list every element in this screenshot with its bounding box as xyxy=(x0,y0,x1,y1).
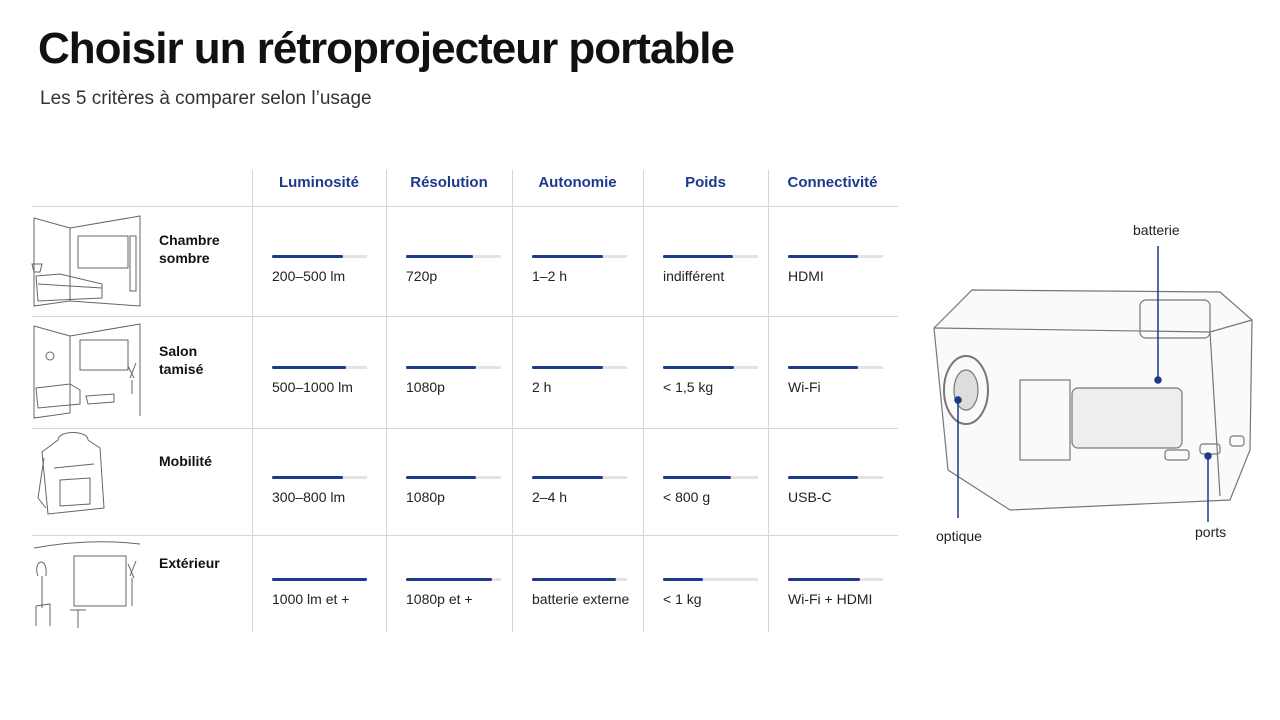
level-bar xyxy=(272,577,367,581)
subtitle: Les 5 critères à comparer selon l’usage xyxy=(40,88,372,109)
port xyxy=(1229,435,1245,447)
column-header: Résolution xyxy=(410,174,488,191)
level-track xyxy=(272,366,367,369)
level-track xyxy=(788,475,883,479)
bedroom-icon xyxy=(31,215,141,307)
outdoor-icon xyxy=(33,541,141,628)
backpack-icon xyxy=(37,432,105,515)
projector-lens xyxy=(943,355,989,425)
row-divider xyxy=(32,206,898,207)
cell-text: 500–1000 lm xyxy=(272,379,353,395)
row-divider xyxy=(32,535,898,536)
cell-text: 1–2 h xyxy=(532,268,568,284)
cell-text: indifférent xyxy=(663,268,725,284)
level-track xyxy=(663,366,758,369)
cell-text: 300–800 lm xyxy=(272,488,346,505)
level-bar xyxy=(272,255,344,258)
level-bar xyxy=(788,366,859,369)
livingroom-icon xyxy=(33,323,141,419)
level-track xyxy=(406,577,501,581)
cell-text: 720p xyxy=(406,268,438,284)
projector-board xyxy=(1019,379,1071,461)
level-bar xyxy=(532,475,604,479)
level-track xyxy=(663,475,758,479)
level-track xyxy=(788,577,883,581)
column-divider xyxy=(386,170,387,632)
cell-text: Wi-Fi xyxy=(788,379,821,395)
column-header: Luminosité xyxy=(278,174,359,191)
level-bar xyxy=(788,475,859,479)
callout-lines xyxy=(954,246,1212,522)
level-track xyxy=(788,366,883,369)
level-track xyxy=(663,577,758,581)
row-divider xyxy=(32,316,898,317)
cell-text: Wi-Fi + HDMI xyxy=(788,590,873,607)
row-label: Salon tamisé xyxy=(159,343,204,377)
level-track xyxy=(663,255,758,258)
level-track xyxy=(532,255,627,258)
column-divider xyxy=(768,170,769,632)
cell-text: 200–500 lm xyxy=(272,268,346,284)
level-bar xyxy=(406,255,473,258)
column-header: Connectivité xyxy=(787,174,878,191)
level-bar xyxy=(663,577,703,581)
level-track xyxy=(532,577,627,581)
callout-label: batterie xyxy=(1133,222,1180,238)
level-bar xyxy=(532,366,604,369)
level-track xyxy=(532,475,627,479)
level-bar xyxy=(788,577,861,581)
level-bar xyxy=(272,366,347,369)
level-bar xyxy=(788,255,859,258)
row-label: Mobilité xyxy=(159,452,212,469)
row-label: Chambre sombre xyxy=(159,232,220,266)
cell-text: 1000 lm et + xyxy=(272,590,350,607)
level-track xyxy=(406,255,501,258)
cell-text: < 1,5 kg xyxy=(663,379,714,395)
column-header: Poids xyxy=(685,174,726,191)
projector-battery xyxy=(1071,387,1183,449)
projector-button xyxy=(1139,299,1211,339)
cell-text: < 1 kg xyxy=(663,590,702,607)
column-header: Autonomie xyxy=(538,174,617,191)
level-bar xyxy=(663,475,732,479)
level-bar xyxy=(663,366,735,369)
level-track xyxy=(788,255,883,258)
cell-text: USB-C xyxy=(788,488,832,505)
title: Choisir un rétroprojecteur portable xyxy=(38,24,735,73)
row-divider xyxy=(32,428,898,429)
level-bar xyxy=(272,475,344,479)
level-track xyxy=(272,255,367,258)
level-bar xyxy=(406,577,492,581)
callout-label: ports xyxy=(1195,524,1227,540)
row-label: Extérieur xyxy=(159,554,220,571)
level-track xyxy=(272,577,367,581)
level-track xyxy=(406,475,501,479)
column-divider xyxy=(643,170,644,632)
level-bar xyxy=(663,255,734,258)
level-bar xyxy=(406,475,477,479)
row-illustrations xyxy=(31,215,141,628)
projector-diagram xyxy=(933,246,1253,522)
callout-label: optique xyxy=(936,528,982,544)
level-track xyxy=(532,366,627,369)
level-bar xyxy=(532,577,616,581)
level-track xyxy=(406,366,501,369)
level-bar xyxy=(406,366,477,369)
cell-text: 2 h xyxy=(532,379,552,395)
cell-text: 1080p xyxy=(406,379,445,395)
level-track xyxy=(272,475,367,479)
level-bar xyxy=(532,255,604,258)
column-divider xyxy=(252,170,253,632)
cell-text: 1080p et + xyxy=(406,590,473,607)
column-divider xyxy=(512,170,513,632)
cell-text: batterie externe xyxy=(532,590,630,607)
cell-text: HDMI xyxy=(788,268,824,284)
cell-text: 1080p xyxy=(406,488,445,505)
cell-text: 2–4 h xyxy=(532,488,568,505)
cell-text: < 800 g xyxy=(663,488,711,505)
port xyxy=(1164,449,1190,461)
